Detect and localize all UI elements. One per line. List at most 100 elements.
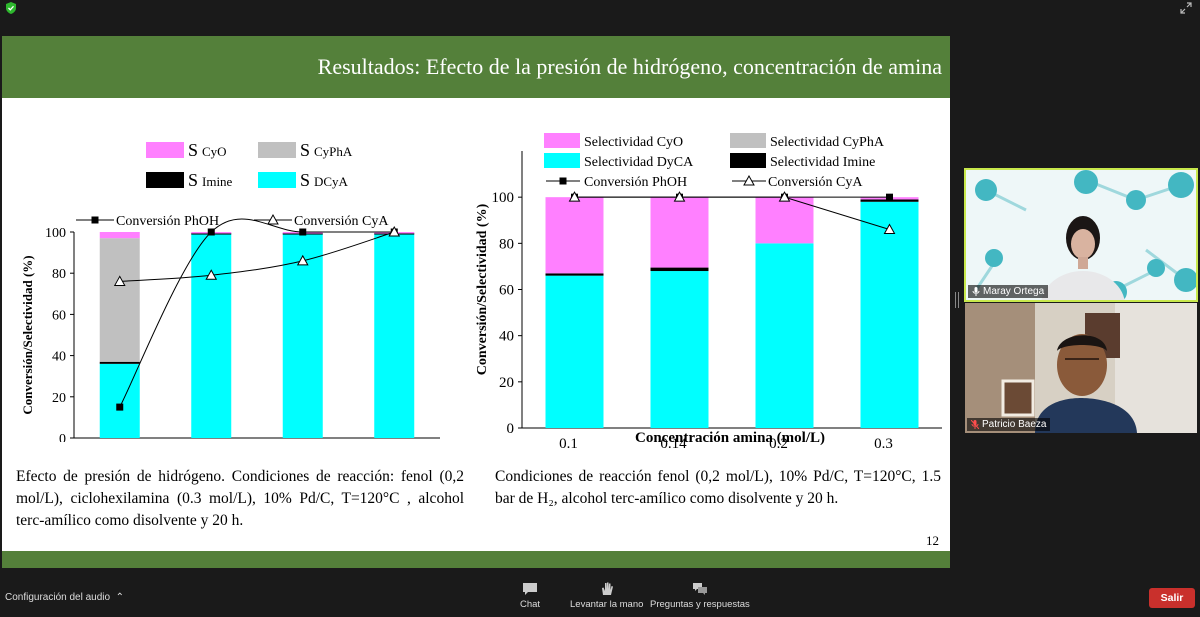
exit-button[interactable]: Salir <box>1149 588 1195 608</box>
legend-marker-phoh <box>559 177 567 185</box>
y-tick-label: 20 <box>499 375 514 391</box>
mic-muted-icon <box>972 287 980 296</box>
legend-label-cypha-sub: CyPhA <box>314 144 353 159</box>
bar-imine <box>650 267 709 272</box>
legend-label-dcya-sub: DCyA <box>314 174 349 189</box>
legend-label-phoh: Conversión PhOH <box>584 175 687 190</box>
legend-label-cyo-sub: CyO <box>202 144 227 159</box>
amine-concentration-chart: 0 20 40 60 80 100 0.1 0.14 0.2 0.3 Concentración a… <box>475 133 942 450</box>
line-phoh <box>119 218 395 408</box>
y-tick-label: 60 <box>52 308 66 323</box>
legend-swatch-imine <box>146 172 184 188</box>
raise-hand-label: Levantar la mano <box>570 599 644 610</box>
y-tick-label: 40 <box>52 350 66 365</box>
legend-marker-cya <box>267 213 279 225</box>
raise-hand-button[interactable]: Levantar la mano <box>570 582 643 610</box>
legend-label-imine: S <box>188 170 198 190</box>
shield-check-icon[interactable] <box>6 2 16 14</box>
participant-video-1[interactable]: Maray Ortega <box>964 168 1198 302</box>
participant-video-2[interactable]: Patricio Baeza <box>965 303 1197 433</box>
legend-label-dcya: Selectividad DyCA <box>584 155 694 170</box>
point-cya <box>568 191 581 202</box>
point-cya <box>296 254 309 266</box>
x-axis-title: Concentración amina (mol/L) <box>635 430 825 446</box>
legend-label-cyo: S <box>188 140 198 160</box>
molecule-background <box>966 170 1196 300</box>
legend-label-cya: Conversión CyA <box>768 175 863 190</box>
hand-icon <box>601 582 613 595</box>
y-tick-label: 60 <box>499 283 514 299</box>
bar-dcya <box>650 271 709 428</box>
point-phoh <box>299 228 307 236</box>
slide-footer-band <box>2 551 950 568</box>
slide-header: Resultados: Efecto de la presión de hidr… <box>2 36 950 98</box>
y-axis-title: Conversión/Selectividad (%) <box>475 203 490 375</box>
participant-name: Patricio Baeza <box>982 419 1047 430</box>
bar-dcya <box>755 243 814 428</box>
room-background <box>965 303 1197 433</box>
chevron-up-icon: ⌃ <box>112 592 125 603</box>
point-cya <box>205 269 218 280</box>
y-tick-label: 0 <box>507 421 515 437</box>
bar-cyo <box>99 232 140 239</box>
legend-label-cya: Conversión CyA <box>294 214 389 229</box>
x-tick-label: 0.1 <box>559 436 578 450</box>
legend-swatch-cyo <box>146 142 184 158</box>
qa-icon <box>692 583 707 595</box>
audio-settings-button[interactable]: Configuración del audio ⌃ <box>5 592 124 603</box>
point-cya <box>388 225 401 237</box>
legend-marker-phoh <box>91 216 99 224</box>
y-tick-label: 20 <box>52 391 66 406</box>
y-tick-label: 40 <box>499 329 514 345</box>
meeting-toolbar: Configuración del audio ⌃ Chat Levantar … <box>0 570 1200 617</box>
y-axis-title: Conversión/Selectividad (%) <box>20 255 35 414</box>
legend-label-imine-sub: Imine <box>202 174 233 189</box>
legend-label-cypha: Selectividad CyPhA <box>770 135 885 150</box>
point-phoh <box>116 403 124 411</box>
caption-amine: Condiciones de reacción fenol (0,2 mol/L… <box>495 468 941 507</box>
point-phoh <box>886 193 893 201</box>
point-cya <box>883 223 896 234</box>
bar-dcya <box>860 201 919 428</box>
x-tick-label: 0.3 <box>874 436 893 450</box>
point-cya <box>778 191 791 202</box>
bar-dcya <box>374 234 415 438</box>
bar-imine <box>99 361 140 364</box>
legend-label-cypha: S <box>300 140 310 160</box>
x-tick-label: 0.14 <box>660 436 687 450</box>
legend-swatch-cypha <box>258 142 296 158</box>
legend-marker-cya <box>743 174 755 186</box>
bar-dcya <box>99 363 140 438</box>
caption-pressure: Efecto de presión de hidrógeno. Condicio… <box>16 468 464 529</box>
legend-label-dcya: S <box>300 170 310 190</box>
chat-label: Chat <box>520 599 541 610</box>
line-cya <box>574 196 890 230</box>
point-cya <box>673 191 686 202</box>
legend-swatch-imine <box>730 153 766 168</box>
chat-button[interactable]: Chat <box>520 582 540 610</box>
qa-button[interactable]: Preguntas y respuestas <box>650 582 750 610</box>
legend-swatch-cypha <box>730 133 766 148</box>
slide-title: Resultados: Efecto de la presión de hidr… <box>317 54 942 79</box>
point-cya <box>113 275 126 286</box>
mic-muted-icon <box>971 420 979 429</box>
participant-name-tag: Maray Ortega <box>968 285 1049 298</box>
fullscreen-icon[interactable] <box>1180 2 1192 14</box>
x-tick-label: 0.2 <box>769 436 788 450</box>
y-tick-label: 100 <box>492 190 515 206</box>
line-cya <box>119 231 395 282</box>
bar-dcya <box>282 234 323 438</box>
qa-label: Preguntas y respuestas <box>650 599 750 610</box>
bar-cyo <box>755 197 814 244</box>
legend-swatch-dcya <box>258 172 296 188</box>
panel-resize-handle[interactable] <box>955 292 959 308</box>
participant-name: Maray Ortega <box>983 286 1045 297</box>
legend-label-phoh: Conversión PhOH <box>116 214 219 229</box>
legend-label-cyo: Selectividad CyO <box>584 135 683 150</box>
legend-swatch-dcya <box>544 153 580 168</box>
bar-dcya <box>191 234 232 438</box>
slide-number: 12 <box>926 533 939 548</box>
meeting-top-bar <box>0 0 1200 18</box>
bar-cypha <box>99 238 140 362</box>
